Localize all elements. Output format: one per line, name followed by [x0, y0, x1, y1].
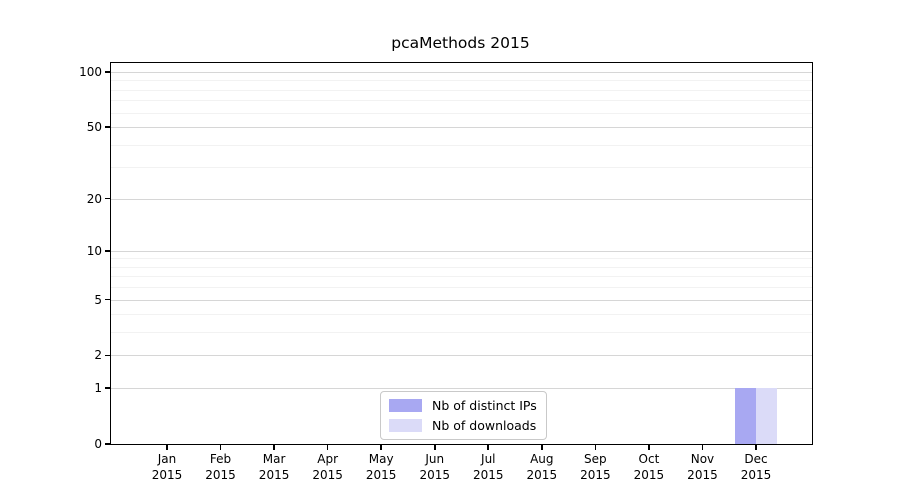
x-tick-label: Oct 2015	[633, 452, 665, 482]
x-tick-mark	[433, 444, 436, 450]
legend-label: Nb of distinct IPs	[432, 398, 537, 413]
gridline-minor	[111, 112, 812, 114]
y-tick-label: 2	[94, 348, 102, 363]
gridline-minor	[111, 80, 812, 82]
gridline-major	[111, 388, 812, 390]
y-tick-mark	[105, 354, 111, 357]
gridline-minor	[111, 100, 812, 102]
x-tick-label: Jun 2015	[419, 452, 450, 482]
x-tick-mark	[594, 444, 597, 450]
x-tick-label: Apr 2015	[312, 452, 343, 482]
x-tick-mark	[701, 444, 704, 450]
x-tick-mark	[273, 444, 275, 450]
legend-row: Nb of distinct IPs	[389, 398, 537, 413]
x-tick-label: Nov 2015	[687, 452, 718, 482]
gridline-major	[111, 127, 812, 129]
x-tick-label: May 2015	[365, 452, 397, 482]
gridline-minor	[111, 276, 812, 278]
y-tick-label: 10	[86, 243, 102, 258]
y-tick-label: 100	[79, 65, 102, 80]
gridline-major	[111, 299, 812, 301]
x-tick-label: Sep 2015	[580, 452, 611, 482]
legend-label: Nb of downloads	[432, 418, 537, 433]
y-tick-label: 20	[86, 191, 102, 206]
y-tick-mark	[105, 298, 111, 301]
gridline-minor	[111, 258, 812, 260]
gridline-minor	[111, 266, 812, 268]
y-tick-mark	[105, 126, 111, 128]
y-tick-mark	[105, 197, 111, 200]
x-tick-label: Mar 2015	[258, 452, 290, 482]
legend-swatch-downloads	[389, 419, 422, 432]
gridline-major	[111, 250, 812, 252]
x-tick-mark	[755, 444, 757, 450]
y-tick-label: 1	[94, 381, 102, 396]
x-tick-label: Aug 2015	[526, 452, 558, 482]
y-tick-mark	[105, 443, 111, 445]
y-tick-mark	[105, 387, 111, 389]
y-tick-label: 50	[86, 120, 102, 135]
y-tick-mark	[105, 249, 111, 252]
x-tick-mark	[326, 444, 329, 450]
bar-distinct-ips	[734, 388, 756, 444]
gridline-minor	[111, 144, 812, 146]
x-tick-mark	[380, 444, 382, 450]
gridline-major	[111, 355, 812, 357]
y-tick-label: 5	[94, 292, 102, 307]
gridline-major	[111, 198, 812, 200]
y-tick-label: 0	[94, 437, 102, 451]
x-tick-mark	[166, 444, 168, 450]
gridline-minor	[111, 314, 812, 316]
gridline-major	[111, 72, 812, 74]
x-tick-label: Jul 2015	[472, 452, 504, 482]
x-tick-mark	[541, 444, 543, 450]
bar-downloads	[756, 388, 778, 444]
x-tick-mark	[219, 444, 222, 450]
x-tick-mark	[648, 444, 650, 450]
x-tick-label: Dec 2015	[740, 452, 772, 482]
legend-swatch-distinct-ips	[389, 399, 422, 412]
x-tick-label: Feb 2015	[205, 452, 236, 482]
gridline-minor	[111, 287, 812, 289]
gridline-minor	[111, 332, 812, 334]
gridline-minor	[111, 167, 812, 169]
y-tick-mark	[105, 71, 111, 73]
legend: Nb of distinct IPs Nb of downloads	[380, 391, 547, 440]
plot-area: 0 1 2 5 10 20 50 100 Jan 2015 Feb 2015 Mar 2015 Apr…	[79, 62, 813, 482]
gridline-minor	[111, 89, 812, 91]
chart-title: pcaMethods 2015	[391, 34, 530, 52]
x-tick-label: Jan 2015	[151, 452, 183, 482]
x-tick-mark	[487, 444, 490, 450]
legend-row: Nb of downloads	[389, 418, 537, 433]
